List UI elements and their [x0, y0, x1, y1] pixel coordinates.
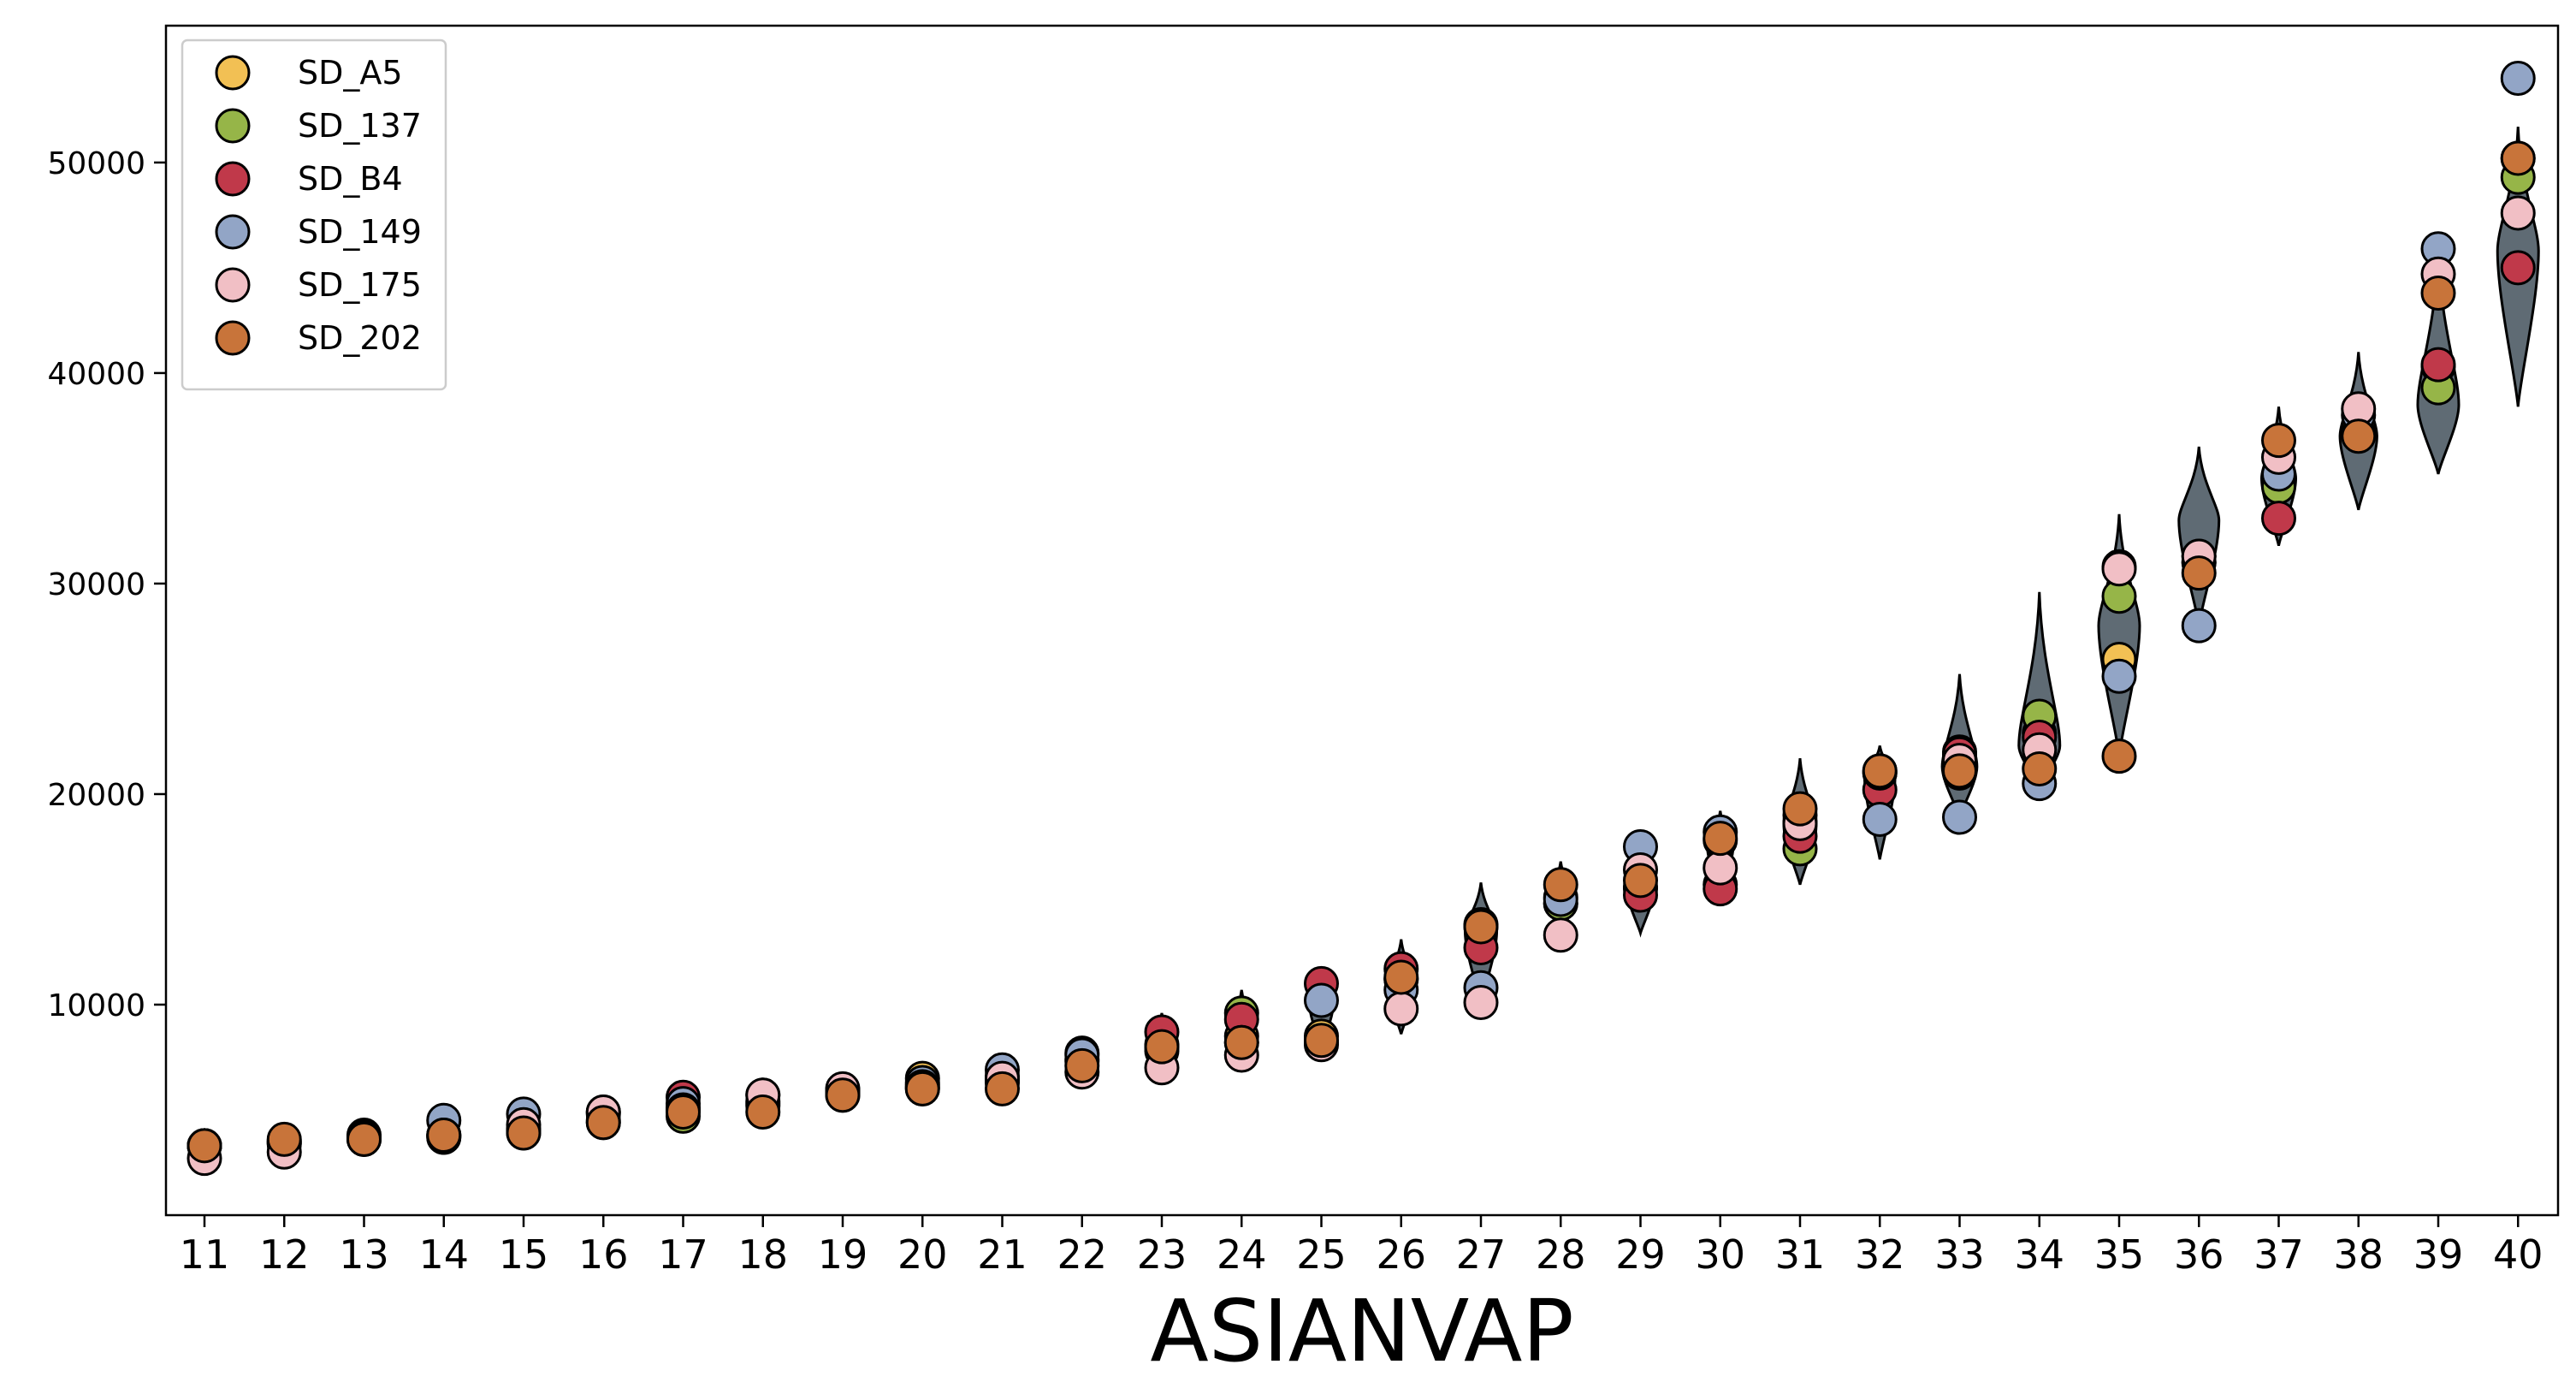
point-SD_149-36: [2181, 608, 2217, 644]
point-SD_202-14: [426, 1118, 462, 1154]
point-SD_175-27: [1463, 985, 1499, 1021]
plot-frame: [164, 24, 2560, 1217]
y-tick-label-40000: 40000: [47, 357, 145, 392]
x-tick-label-38: 38: [2333, 1231, 2384, 1278]
x-axis-title: ASIANVAP: [1150, 1281, 1573, 1381]
x-tick-label-36: 36: [2174, 1231, 2224, 1278]
x-tick-label-26: 26: [1376, 1231, 1426, 1278]
legend-label-SD_202: SD_202: [298, 319, 422, 357]
x-tick-label-19: 19: [818, 1231, 868, 1278]
x-tick-label-15: 15: [499, 1231, 549, 1278]
point-SD_202-33: [1942, 753, 1977, 789]
x-tick-label-18: 18: [737, 1231, 788, 1278]
x-tick-label-32: 32: [1855, 1231, 1905, 1278]
point-SD_202-29: [1623, 863, 1658, 899]
point-SD_202-21: [985, 1071, 1020, 1106]
point-SD_175-40: [2500, 195, 2536, 231]
y-tick-label-20000: 20000: [47, 778, 145, 813]
x-axis: 11 12 13 14 15 16 17 18 19 20 21 22 23 24 25 26 27 28 29 30…: [180, 1215, 2543, 1278]
point-SD_202-34: [2022, 750, 2058, 786]
legend-marker-SD_A5: [215, 55, 251, 91]
x-tick-label-29: 29: [1615, 1231, 1666, 1278]
x-tick-label-30: 30: [1695, 1231, 1745, 1278]
point-SD_149-32: [1862, 801, 1898, 837]
x-tick-label-17: 17: [658, 1231, 708, 1278]
point-SD_202-13: [346, 1121, 382, 1157]
point-SD_202-37: [2261, 423, 2296, 459]
x-tick-label-22: 22: [1057, 1231, 1107, 1278]
point-SD_175-35: [2101, 551, 2137, 587]
x-tick-label-37: 37: [2253, 1231, 2304, 1278]
legend-label-SD_149: SD_149: [298, 213, 422, 251]
x-tick-label-34: 34: [2014, 1231, 2064, 1278]
legend-label-SD_175: SD_175: [298, 266, 422, 304]
x-tick-label-35: 35: [2094, 1231, 2145, 1278]
point-SD_202-35: [2101, 739, 2137, 774]
legend-marker-SD_B4: [215, 161, 251, 197]
legend-label-SD_137: SD_137: [298, 107, 422, 145]
x-tick-label-16: 16: [578, 1231, 629, 1278]
point-SD_149-40: [2500, 61, 2536, 97]
point-SD_202-19: [825, 1077, 861, 1113]
y-axis: 10000 20000 30000 40000 50000: [47, 146, 166, 1023]
x-tick-label-21: 21: [977, 1231, 1027, 1278]
point-SD_202-11: [187, 1128, 222, 1164]
legend-marker-SD_137: [215, 108, 251, 144]
x-tick-label-11: 11: [180, 1231, 230, 1278]
point-SD_202-12: [266, 1121, 302, 1157]
point-SD_202-23: [1144, 1029, 1180, 1065]
point-SD_B4-39: [2420, 347, 2456, 383]
point-SD_202-26: [1383, 959, 1419, 995]
point-SD_149-25: [1304, 982, 1339, 1018]
point-SD_202-16: [585, 1105, 621, 1141]
point-SD_202-32: [1862, 753, 1898, 789]
point-SD_202-38: [2341, 418, 2377, 454]
point-SD_202-28: [1543, 867, 1578, 903]
legend-label-SD_B4: SD_B4: [298, 160, 403, 198]
y-tick-label-30000: 30000: [47, 567, 145, 602]
legend-marker-SD_202: [215, 320, 251, 356]
point-SD_B4-40: [2500, 250, 2536, 286]
legend-marker-SD_175: [215, 267, 251, 303]
point-SD_202-27: [1463, 909, 1499, 945]
point-SD_175-30: [1703, 850, 1738, 886]
point-SD_202-22: [1064, 1047, 1100, 1083]
point-SD_202-31: [1782, 791, 1818, 827]
x-tick-label-23: 23: [1137, 1231, 1187, 1278]
x-tick-label-20: 20: [897, 1231, 948, 1278]
x-tick-label-40: 40: [2493, 1231, 2543, 1278]
x-tick-label-31: 31: [1775, 1231, 1826, 1278]
point-SD_202-36: [2181, 555, 2217, 591]
x-tick-label-12: 12: [259, 1231, 310, 1278]
x-tick-label-27: 27: [1456, 1231, 1507, 1278]
point-SD_B4-37: [2261, 501, 2296, 537]
legend-label-SD_A5: SD_A5: [298, 54, 403, 92]
point-SD_202-20: [904, 1071, 940, 1106]
point-SD_149-33: [1942, 799, 1977, 835]
point-SD_149-35: [2101, 658, 2137, 694]
point-SD_202-25: [1304, 1023, 1339, 1059]
x-tick-label-39: 39: [2413, 1231, 2464, 1278]
legend-marker-SD_149: [215, 214, 251, 250]
point-SD_202-24: [1223, 1024, 1259, 1060]
point-SD_202-17: [666, 1094, 701, 1130]
point-SD_202-18: [745, 1094, 781, 1130]
x-tick-label-28: 28: [1536, 1231, 1586, 1278]
point-SD_175-26: [1383, 991, 1419, 1027]
x-tick-label-14: 14: [418, 1231, 469, 1278]
point-SD_175-28: [1543, 917, 1578, 953]
y-tick-label-50000: 50000: [47, 146, 145, 181]
scatter-points: [187, 61, 2536, 1177]
x-tick-label-13: 13: [339, 1231, 389, 1278]
x-tick-label-25: 25: [1296, 1231, 1347, 1278]
point-SD_202-15: [506, 1115, 542, 1151]
legend: SD_A5 SD_137 SD_B4 SD_149 SD_175 SD_202: [181, 39, 447, 391]
point-SD_202-30: [1703, 821, 1738, 857]
y-tick-label-10000: 10000: [47, 988, 145, 1023]
x-tick-label-24: 24: [1217, 1231, 1267, 1278]
point-SD_202-39: [2420, 275, 2456, 311]
point-SD_202-40: [2500, 140, 2536, 176]
x-tick-label-33: 33: [1934, 1231, 1985, 1278]
